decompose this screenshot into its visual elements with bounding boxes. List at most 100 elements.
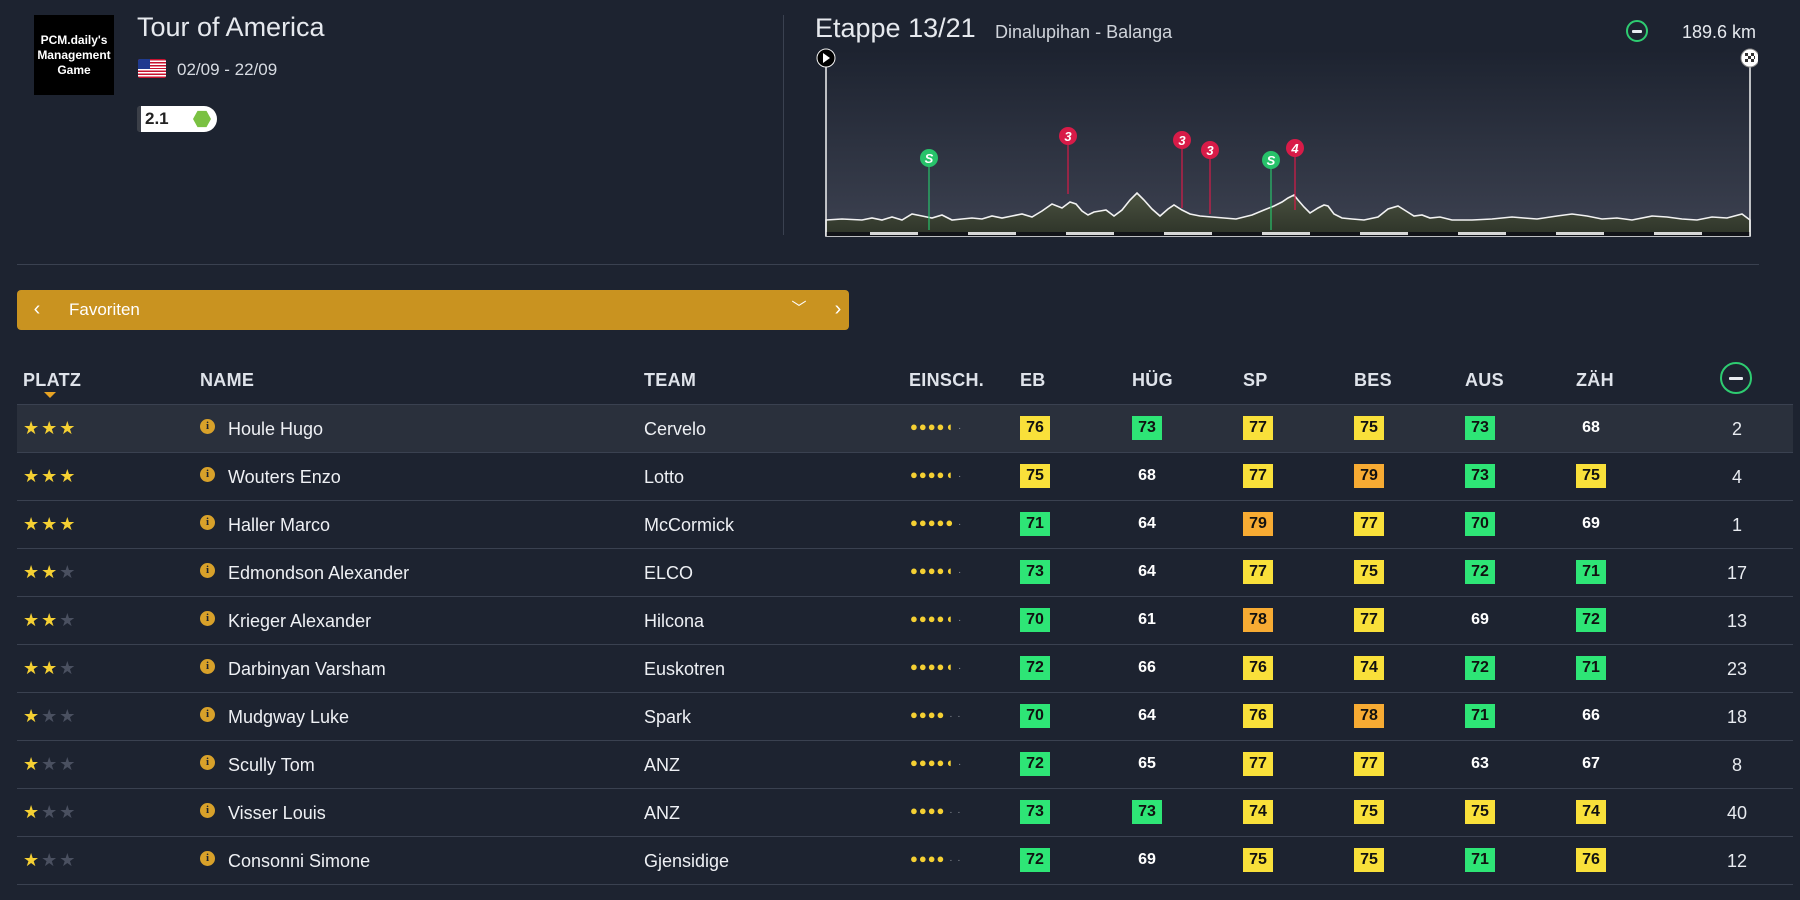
table-row[interactable]: ★★★ i Mudgway Luke Spark ●●●● · · 70 64 76 78 71 6… <box>17 692 1793 740</box>
rider-team[interactable]: Euskotren <box>644 659 726 679</box>
stage-label: Etappe 13/21 <box>815 13 976 43</box>
rider-team[interactable]: Gjensidige <box>644 851 730 871</box>
stat-bes: 75 <box>1354 800 1384 824</box>
stat-sp: 77 <box>1243 464 1273 488</box>
info-icon[interactable]: i <box>200 419 215 434</box>
race-category: 2.1 <box>145 109 169 128</box>
info-icon[interactable]: i <box>200 515 215 530</box>
info-icon[interactable]: i <box>200 803 215 818</box>
assessment-dots: ●●●●◖ · <box>910 611 963 626</box>
climb-marker[interactable]: 4 <box>1286 139 1304 210</box>
rating-stars: ★★★ <box>23 610 77 631</box>
stat-zah: 74 <box>1576 800 1606 824</box>
climb-marker[interactable]: 3 <box>1059 127 1077 194</box>
usa-flag-icon <box>138 59 166 78</box>
table-row[interactable]: ★★★ i Krieger Alexander Hilcona ●●●●◖ · 70 61 7… <box>17 596 1793 644</box>
table-row[interactable]: ★★★ i Scully Tom ANZ ●●●●◖ · 72 65 77 77 63 67 8 <box>17 740 1793 788</box>
rider-name[interactable]: Edmondson Alexander <box>228 563 410 583</box>
table-row[interactable]: ★★★ i Consonni Simone Gjensidige ●●●● · · 72 6… <box>17 836 1793 885</box>
rating-stars: ★★★ <box>23 514 77 535</box>
table-row[interactable]: ★★★ i Edmondson Alexander ELCO ●●●●◖ · 73 64 77… <box>17 548 1793 596</box>
chevron-left-icon[interactable]: ‹ <box>33 298 41 320</box>
info-icon[interactable]: i <box>200 563 215 578</box>
info-icon[interactable]: i <box>200 659 215 674</box>
rider-name[interactable]: Scully Tom <box>228 755 315 775</box>
column-header-bes[interactable]: BES <box>1354 370 1392 390</box>
column-header-name[interactable]: NAME <box>200 370 255 390</box>
rider-name[interactable]: Mudgway Luke <box>228 707 350 727</box>
rider-name[interactable]: Consonni Simone <box>228 851 371 871</box>
column-header-hug[interactable]: HÜG <box>1132 370 1173 390</box>
column-header-team[interactable]: TEAM <box>644 370 697 390</box>
sprint-marker[interactable]: S <box>1262 151 1280 230</box>
info-icon[interactable]: i <box>200 467 215 482</box>
stat-aus: 73 <box>1465 464 1495 488</box>
star-icon: ★ <box>23 754 42 774</box>
assessment-dots: ●●●●◖ · <box>910 659 963 674</box>
star-icon: ★ <box>41 418 60 438</box>
distance-column-icon[interactable] <box>1720 362 1752 394</box>
stat-zah: 71 <box>1576 656 1606 680</box>
sprint-marker-label: S <box>925 151 934 166</box>
rider-team[interactable]: ANZ <box>644 803 680 823</box>
column-header-eb[interactable]: EB <box>1020 370 1046 390</box>
stat-zah: 68 <box>1582 419 1600 436</box>
stat-eb: 71 <box>1020 512 1050 536</box>
rider-name[interactable]: Visser Louis <box>228 803 326 823</box>
info-icon[interactable]: i <box>200 611 215 626</box>
rider-name[interactable]: Wouters Enzo <box>228 467 341 487</box>
table-row[interactable]: ★★★ i Wouters Enzo Lotto ●●●●◖ · 75 68 77 79 73 75… <box>17 452 1793 500</box>
star-icon: ★ <box>23 610 42 630</box>
favorites-selector[interactable]: ‹ Favoriten ﹀ › <box>17 290 849 330</box>
rider-team[interactable]: ELCO <box>644 563 694 583</box>
rider-team[interactable]: Spark <box>644 707 692 727</box>
rider-name[interactable]: Houle Hugo <box>228 419 324 439</box>
assessment-dots: ●●●●◖ · <box>910 755 963 770</box>
table-row[interactable]: ★★★ i Darbinyan Varsham Euskotren ●●●●◖ · 72 6… <box>17 644 1793 692</box>
rider-team[interactable]: Hilcona <box>644 611 705 631</box>
stat-eb: 72 <box>1020 752 1050 776</box>
stat-aus: 63 <box>1471 755 1489 772</box>
stat-bes: 77 <box>1354 608 1384 632</box>
info-icon[interactable]: i <box>200 707 215 722</box>
table-row[interactable]: ★★★ i Visser Louis ANZ ●●●● · · 73 73 74 75 75 74 4… <box>17 788 1793 836</box>
column-header-zah[interactable]: ZÄH <box>1576 370 1614 390</box>
info-icon[interactable]: i <box>200 851 215 866</box>
column-header-einsch[interactable]: EINSCH. <box>909 370 985 390</box>
stat-zah: 66 <box>1582 707 1600 724</box>
assessment-dots: ●●●● · · <box>910 803 962 818</box>
star-icon: ★ <box>41 514 60 534</box>
rider-name[interactable]: Darbinyan Varsham <box>228 659 386 679</box>
rider-name[interactable]: Haller Marco <box>228 515 331 535</box>
chevron-right-icon[interactable]: › <box>834 298 842 320</box>
stat-hug: 61 <box>1138 611 1156 628</box>
race-category-badge: 2.1 <box>137 106 217 132</box>
stat-hug: 66 <box>1138 659 1156 676</box>
stat-zah: 75 <box>1576 464 1606 488</box>
star-icon: ★ <box>41 802 60 822</box>
rider-team[interactable]: McCormick <box>644 515 734 535</box>
column-header-aus[interactable]: AUS <box>1465 370 1504 390</box>
star-icon: ★ <box>23 514 42 534</box>
stat-zah: 72 <box>1576 608 1606 632</box>
column-header-sp[interactable]: SP <box>1243 370 1268 390</box>
rider-team[interactable]: Lotto <box>644 467 685 487</box>
column-header-platz[interactable]: PLATZ <box>23 370 82 390</box>
climb-marker[interactable]: 3 <box>1173 131 1191 208</box>
info-icon[interactable]: i <box>200 755 215 770</box>
rider-name[interactable]: Krieger Alexander <box>228 611 372 631</box>
rider-team[interactable]: Cervelo <box>644 419 707 439</box>
stat-aus: 71 <box>1465 848 1495 872</box>
section-divider <box>17 264 1759 265</box>
stat-sp: 77 <box>1243 752 1273 776</box>
table-row[interactable]: ★★★ i Haller Marco McCormick ●●●●● · 71 64 79 77… <box>17 500 1793 548</box>
table-row[interactable]: ★★★ i Houle Hugo Cervelo ●●●●◖ · 76 73 77 75 73 68… <box>17 404 1793 452</box>
chevron-down-icon[interactable]: ﹀ <box>791 300 807 317</box>
star-icon: ★ <box>41 706 60 726</box>
sprint-marker[interactable]: S <box>920 149 938 230</box>
climb-marker[interactable]: 3 <box>1201 141 1219 214</box>
sort-caret-icon <box>44 392 56 398</box>
rating-stars: ★★★ <box>23 706 77 727</box>
rider-team[interactable]: ANZ <box>644 755 680 775</box>
